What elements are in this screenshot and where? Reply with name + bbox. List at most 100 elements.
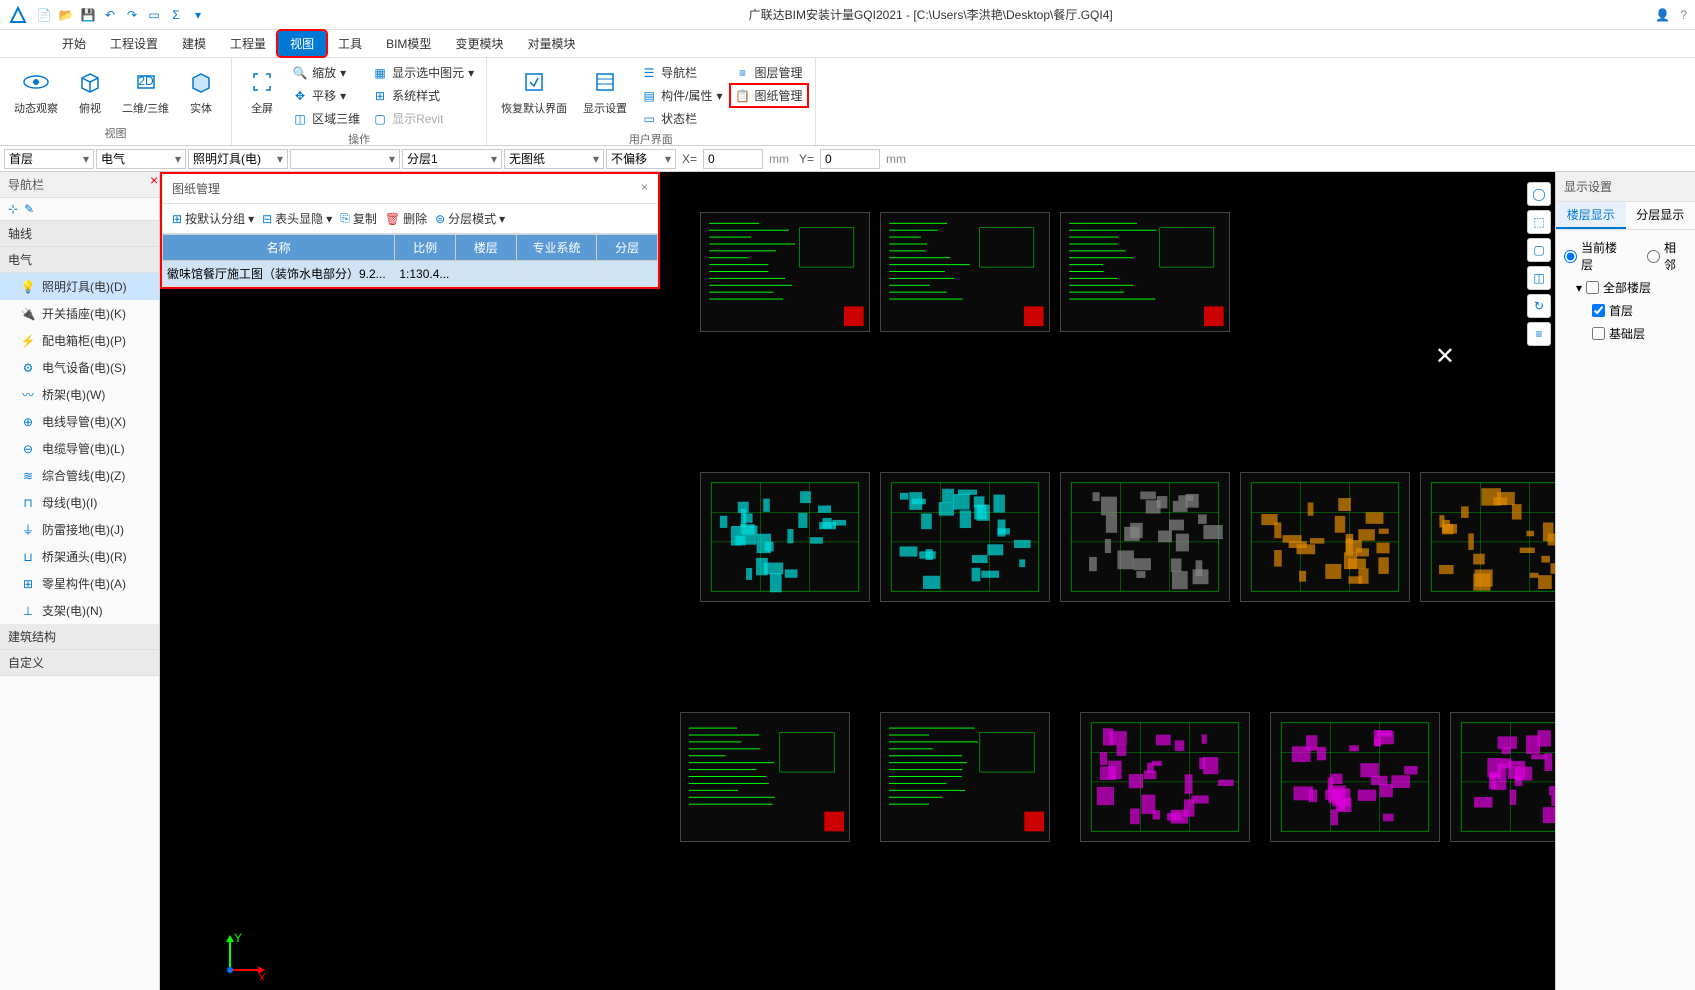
cad-thumbnail[interactable] xyxy=(880,472,1050,602)
cad-thumbnail[interactable] xyxy=(1420,472,1555,602)
nav-item[interactable]: 〰桥架(电)(W) xyxy=(0,381,159,408)
nav-item[interactable]: ⊖电缆导管(电)(L) xyxy=(0,435,159,462)
user-icon[interactable]: 👤 xyxy=(1655,8,1670,22)
component-prop-toggle[interactable]: ▤构件/属性 ▾ xyxy=(637,85,726,106)
2d-3d-button[interactable]: 2D 二维/三维 xyxy=(116,62,175,120)
cad-thumbnail[interactable] xyxy=(880,212,1050,332)
delete-button[interactable]: 🗑删除 xyxy=(385,210,427,227)
panel-close-icon[interactable]: × xyxy=(150,172,158,188)
viewport-close-icon[interactable]: ✕ xyxy=(1435,342,1455,371)
tab-floor-display[interactable]: 楼层显示 xyxy=(1556,202,1626,229)
cad-thumbnail[interactable] xyxy=(700,212,870,332)
nav-item[interactable]: ⊞零星构件(电)(A) xyxy=(0,570,159,597)
tab-tools[interactable]: 工具 xyxy=(326,31,374,56)
tree-first-floor[interactable]: 首层 xyxy=(1564,299,1687,322)
cad-thumbnail[interactable] xyxy=(1450,712,1555,842)
dynamic-observe-button[interactable]: 动态观察 xyxy=(8,62,64,120)
y-input[interactable] xyxy=(820,149,880,169)
vp-orbit-icon[interactable]: ◯ xyxy=(1527,182,1551,206)
tab-view[interactable]: 视图 xyxy=(278,31,326,56)
nav-item[interactable]: 🔌开关插座(电)(K) xyxy=(0,300,159,327)
nav-item[interactable]: ⚡配电箱柜(电)(P) xyxy=(0,327,159,354)
component-dropdown[interactable]: 照明灯具(电)▾ xyxy=(188,149,288,169)
pan-button[interactable]: ✥平移 ▾ xyxy=(288,85,364,106)
nav-item[interactable]: ⊥支架(电)(N) xyxy=(0,597,159,624)
tab-compare[interactable]: 对量模块 xyxy=(515,31,587,56)
tab-modeling[interactable]: 建模 xyxy=(170,31,218,56)
qat-save-icon[interactable]: 💾 xyxy=(80,7,96,23)
cad-thumbnail[interactable] xyxy=(880,712,1050,842)
table-row[interactable]: 徽味馆餐厅施工图（装饰水电部分）9.2... 1:130.4... xyxy=(163,261,658,287)
restore-default-button[interactable]: 恢复默认界面 xyxy=(495,62,573,120)
x-input[interactable] xyxy=(703,149,763,169)
nav-item[interactable]: 💡照明灯具(电)(D) xyxy=(0,273,159,300)
nav-section-custom[interactable]: 自定义 xyxy=(0,650,159,676)
vp-front-icon[interactable]: ▢ xyxy=(1527,238,1551,262)
nav-item[interactable]: ⊔桥架通头(电)(R) xyxy=(0,543,159,570)
tab-change[interactable]: 变更模块 xyxy=(443,31,515,56)
tab-start[interactable]: 开始 xyxy=(50,31,98,56)
nav-expand-icon[interactable]: ⊹ xyxy=(8,202,18,216)
tab-bim-model[interactable]: BIM模型 xyxy=(374,31,443,56)
layer-mode-button[interactable]: ⊜分层模式 ▾ xyxy=(435,210,505,227)
nav-edit-icon[interactable]: ✎ xyxy=(24,202,34,216)
drawing-manage-button[interactable]: 📋图纸管理 xyxy=(731,85,807,106)
layer-dropdown[interactable]: 分层1▾ xyxy=(402,149,502,169)
tree-basement[interactable]: 基础层 xyxy=(1564,322,1687,345)
vp-list-icon[interactable]: ≡ xyxy=(1527,322,1551,346)
viewport[interactable]: ✕ Y X ◯ ⬚ ▢ ◫ ↻ ≡ xyxy=(160,172,1555,990)
tab-layer-display[interactable]: 分层显示 xyxy=(1626,202,1695,229)
help-icon[interactable]: ? xyxy=(1680,8,1687,22)
cad-thumbnail[interactable] xyxy=(700,472,870,602)
nav-section-building[interactable]: 建筑结构 xyxy=(0,624,159,650)
qat-new-icon[interactable]: 📄 xyxy=(36,7,52,23)
qat-open-icon[interactable]: 📂 xyxy=(58,7,74,23)
statusbar-toggle[interactable]: ▭状态栏 xyxy=(637,108,726,129)
tree-all-floors[interactable]: ▾全部楼层 xyxy=(1564,276,1687,299)
system-style-button[interactable]: ⊞系统样式 xyxy=(368,85,478,106)
cad-thumbnail[interactable] xyxy=(1270,712,1440,842)
radio-current-floor[interactable]: 当前楼层 相邻 xyxy=(1564,236,1687,276)
qat-redo-icon[interactable]: ↷ xyxy=(124,7,140,23)
vp-iso-icon[interactable]: ⬚ xyxy=(1527,210,1551,234)
nav-section-axis[interactable]: 轴线 xyxy=(0,221,159,247)
category-dropdown[interactable]: 电气▾ xyxy=(96,149,186,169)
panel-collapse-icon[interactable]: × xyxy=(641,180,648,197)
navbar-toggle[interactable]: ☰导航栏 xyxy=(637,62,726,83)
nav-item[interactable]: ⏚防雷接地(电)(J) xyxy=(0,516,159,543)
sub-dropdown[interactable]: ▾ xyxy=(290,149,400,169)
offset-dropdown[interactable]: 不偏移▾ xyxy=(606,149,676,169)
qat-sum-icon[interactable]: Σ xyxy=(168,7,184,23)
region-3d-button[interactable]: ◫区域三维 xyxy=(288,108,364,129)
show-selected-button[interactable]: ▦显示选中图元 ▾ xyxy=(368,62,478,83)
nav-item[interactable]: ≋综合管线(电)(Z) xyxy=(0,462,159,489)
zoom-button[interactable]: 🔍缩放 ▾ xyxy=(288,62,364,83)
cad-thumbnail[interactable] xyxy=(680,712,850,842)
vp-refresh-icon[interactable]: ↻ xyxy=(1527,294,1551,318)
qat-undo-icon[interactable]: ↶ xyxy=(102,7,118,23)
nav-item[interactable]: ⊕电线导管(电)(X) xyxy=(0,408,159,435)
vp-cube-icon[interactable]: ◫ xyxy=(1527,266,1551,290)
tab-quantity[interactable]: 工程量 xyxy=(218,31,278,56)
fullscreen-button[interactable]: 全屏 xyxy=(240,62,284,120)
drawing-dropdown[interactable]: 无图纸▾ xyxy=(504,149,604,169)
qat-region-icon[interactable]: ▭ xyxy=(146,7,162,23)
cad-thumbnail[interactable] xyxy=(1240,472,1410,602)
header-toggle-button[interactable]: ⊟表头显隐 ▾ xyxy=(262,210,332,227)
cad-thumbnail[interactable] xyxy=(1080,712,1250,842)
solid-button[interactable]: 实体 xyxy=(179,62,223,120)
nav-section-electrical[interactable]: 电气 xyxy=(0,247,159,273)
floor-dropdown[interactable]: 首层▾ xyxy=(4,149,94,169)
tab-project-setting[interactable]: 工程设置 xyxy=(98,31,170,56)
copy-button[interactable]: ⎘复制 xyxy=(340,210,377,227)
default-group-button[interactable]: ⊞按默认分组 ▾ xyxy=(172,210,254,227)
layer-manage-button[interactable]: ≡图层管理 xyxy=(731,62,807,83)
cad-thumbnail[interactable] xyxy=(1060,472,1230,602)
cad-thumbnail[interactable] xyxy=(1060,212,1230,332)
top-view-button[interactable]: 俯视 xyxy=(68,62,112,120)
nav-item[interactable]: ⚙电气设备(电)(S) xyxy=(0,354,159,381)
nav-item[interactable]: ⊓母线(电)(I) xyxy=(0,489,159,516)
display-setting-button[interactable]: 显示设置 xyxy=(577,62,633,120)
qat-dropdown-icon[interactable]: ▾ xyxy=(190,7,206,23)
nav-item-label: 电线导管(电)(X) xyxy=(42,413,126,430)
